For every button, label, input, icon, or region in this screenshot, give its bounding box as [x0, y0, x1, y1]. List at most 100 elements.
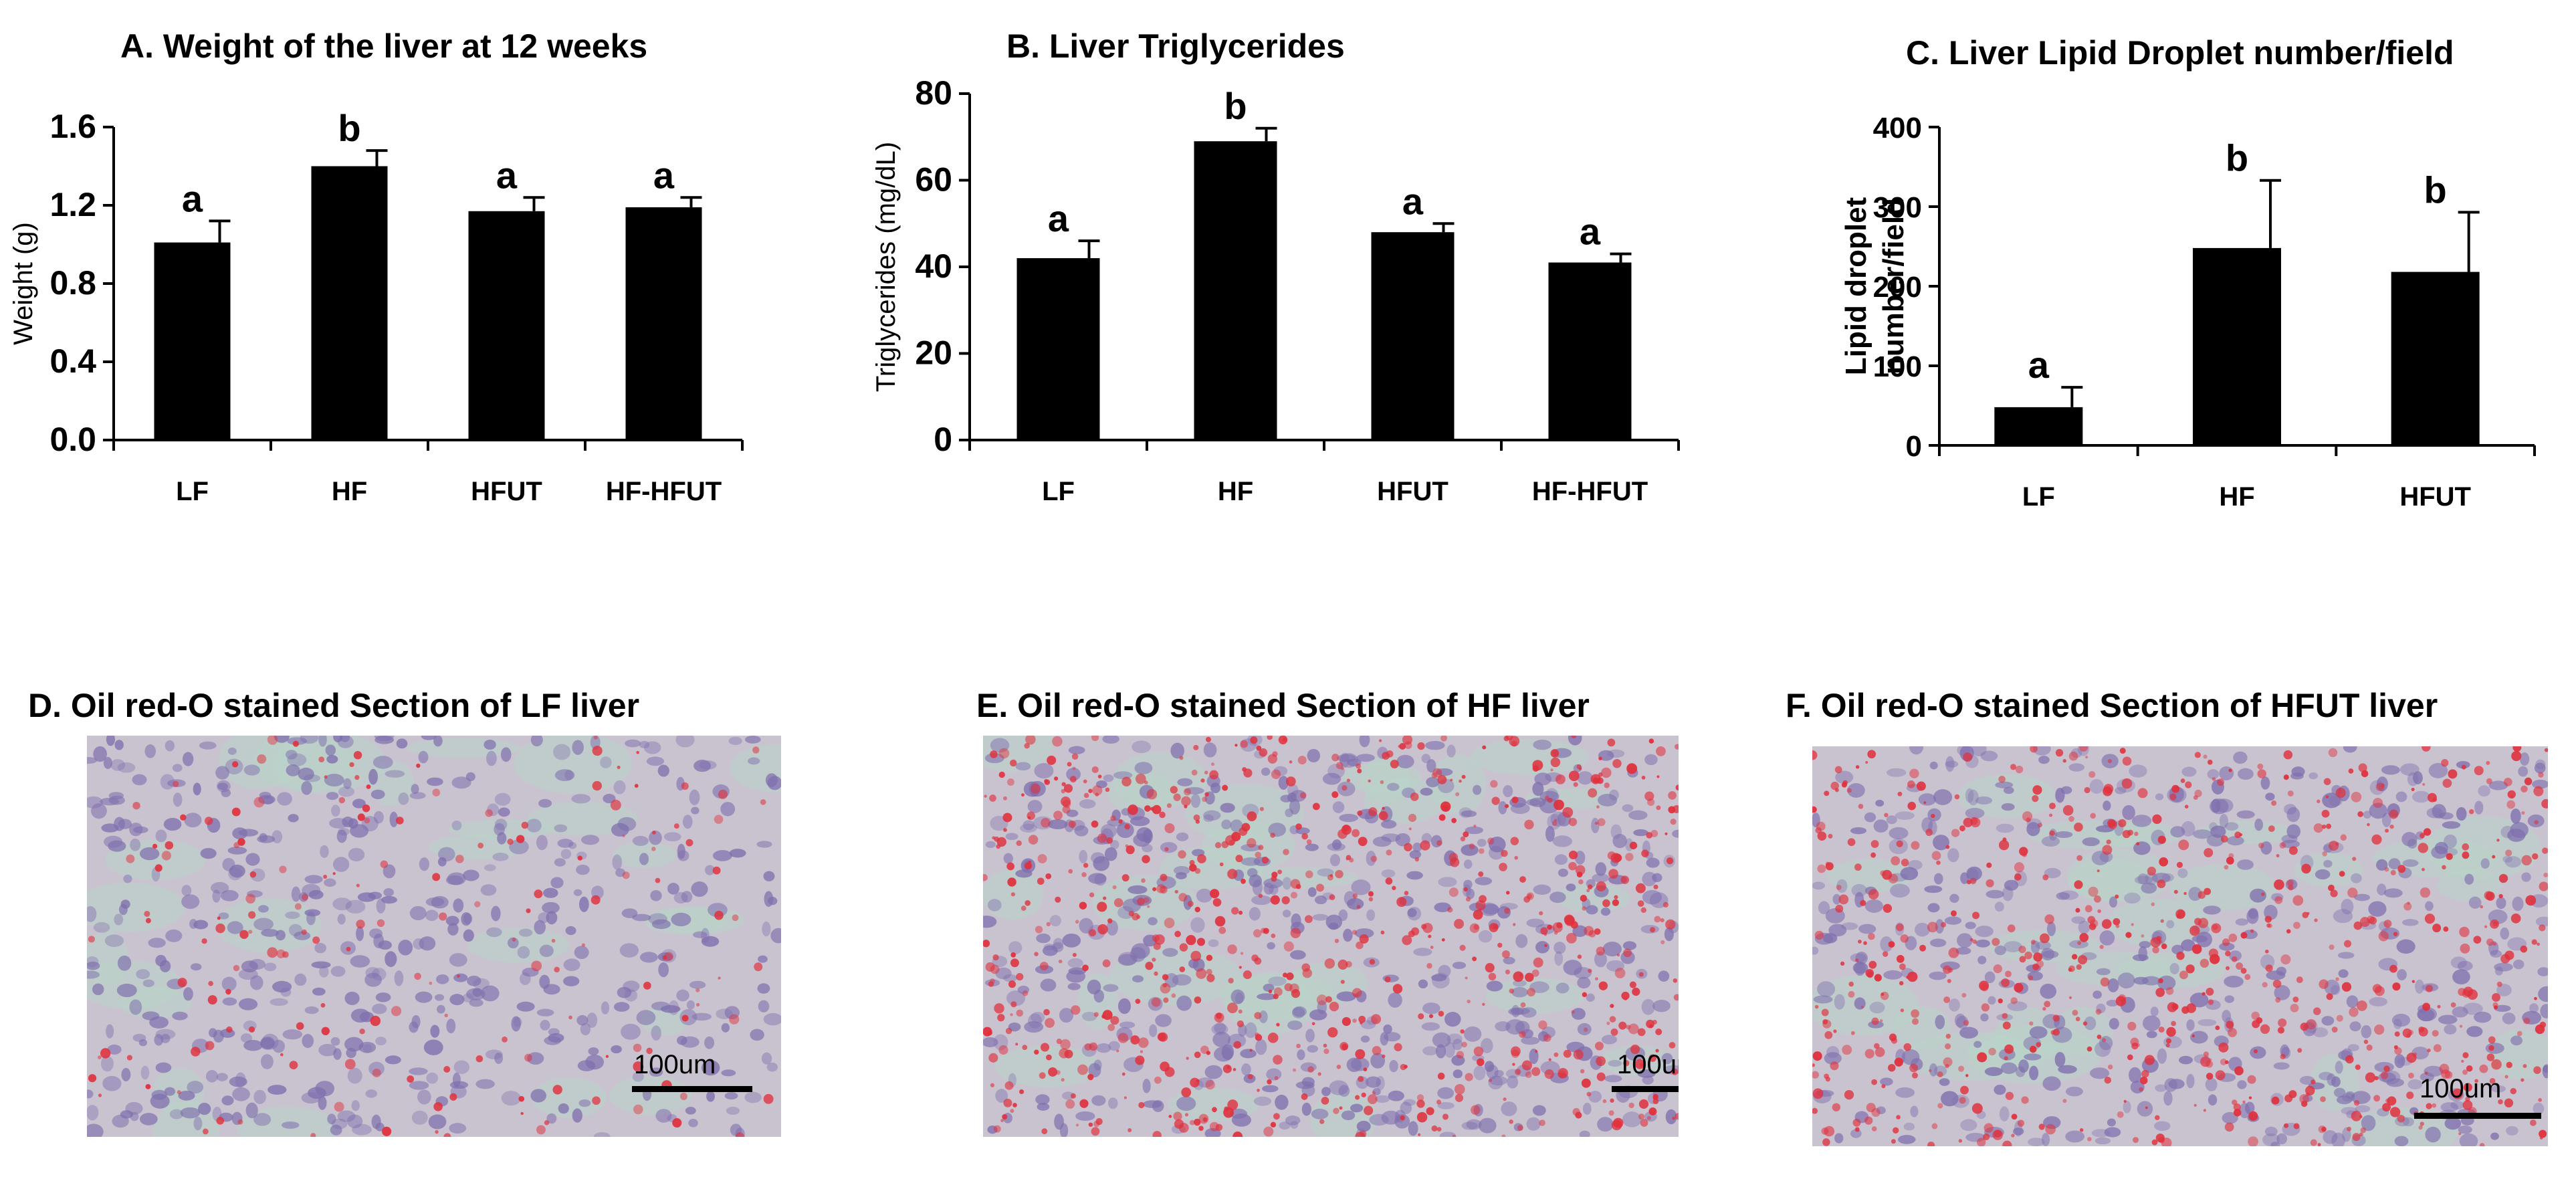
lipid-droplet — [1408, 827, 1412, 831]
sinusoid-patch — [1957, 774, 2056, 819]
nucleus — [1582, 1102, 1592, 1115]
lipid-droplet — [2019, 956, 2026, 963]
nucleus — [655, 1109, 672, 1123]
lipid-droplet — [1501, 849, 1508, 857]
lipid-droplet — [2380, 783, 2385, 788]
nucleus — [425, 909, 439, 922]
lipid-droplet — [2039, 933, 2050, 944]
chart-b-category-label: LF — [1042, 477, 1075, 506]
nucleus — [1339, 813, 1358, 823]
lipid-droplet — [1575, 865, 1586, 875]
nucleus — [2089, 778, 2104, 794]
lipid-droplet — [2155, 988, 2165, 997]
nucleus — [2163, 1091, 2173, 1106]
lipid-droplet — [1116, 1049, 1119, 1053]
lipid-droplet — [310, 1133, 316, 1137]
nucleus — [2533, 1102, 2545, 1115]
nucleus — [2407, 1079, 2423, 1090]
nucleus — [1854, 961, 1866, 976]
nucleus — [1994, 1084, 2006, 1095]
lipid-droplet — [2115, 894, 2119, 899]
lipid-droplet — [1660, 940, 1665, 945]
nucleus — [2170, 826, 2185, 838]
nucleus — [1437, 1101, 1455, 1109]
nucleus — [1539, 798, 1560, 814]
nucleus — [2224, 822, 2239, 831]
nucleus — [2518, 766, 2529, 777]
nucleus — [2510, 808, 2521, 824]
lipid-droplet — [1202, 796, 1208, 802]
nucleus — [2122, 805, 2135, 821]
sinusoid-patch — [2028, 820, 2162, 849]
nucleus — [2537, 967, 2548, 976]
lipid-droplet — [1012, 1103, 1017, 1107]
lipid-droplet — [622, 871, 630, 879]
nucleus — [1329, 854, 1341, 867]
nucleus — [693, 931, 708, 938]
nucleus — [1854, 997, 1866, 1010]
lipid-droplet — [2102, 845, 2113, 855]
lipid-droplet — [1606, 1021, 1610, 1025]
lipid-droplet — [1093, 1012, 1099, 1017]
lipid-droplet — [1900, 934, 1909, 943]
nucleus — [639, 853, 649, 865]
lipid-droplet — [1972, 912, 1980, 920]
lipid-droplet — [998, 748, 1010, 759]
lipid-droplet — [1455, 1093, 1464, 1102]
nucleus — [463, 869, 479, 881]
lipid-droplet — [2397, 1114, 2405, 1123]
nucleus — [685, 1107, 696, 1115]
nucleus — [650, 890, 662, 901]
lipid-droplet — [2461, 764, 2466, 770]
lipid-droplet — [1159, 811, 1166, 819]
lipid-droplet — [1463, 887, 1468, 892]
nucleus — [500, 747, 512, 762]
lipid-droplet — [1047, 755, 1057, 765]
nucleus — [1372, 1088, 1381, 1095]
chart-c-sig-letter: a — [2028, 344, 2050, 386]
lipid-droplet — [205, 1041, 215, 1051]
lipid-droplet — [1132, 912, 1140, 921]
nucleus — [1812, 881, 1826, 890]
nucleus — [1034, 763, 1054, 779]
sinusoid-patch — [1470, 738, 1589, 776]
lipid-droplet — [2383, 1065, 2390, 1072]
lipid-droplet — [1021, 793, 1025, 797]
nucleus — [2369, 802, 2387, 819]
lipid-droplet — [231, 807, 241, 817]
lipid-droplet — [1870, 840, 1879, 848]
lipid-droplet — [1644, 791, 1654, 801]
nucleus — [1240, 1049, 1257, 1059]
nucleus — [294, 973, 307, 986]
lipid-droplet — [1046, 1054, 1052, 1061]
lipid-droplet — [2024, 951, 2032, 960]
lipid-droplet — [714, 815, 724, 824]
nucleus — [332, 857, 350, 872]
nucleus — [102, 1075, 122, 1091]
nucleus — [1327, 843, 1346, 851]
nucleus — [1350, 1103, 1364, 1113]
lipid-droplet — [2141, 1069, 2149, 1078]
nucleus — [1360, 1035, 1370, 1043]
lipid-droplet — [1870, 852, 1876, 858]
lipid-droplet — [1519, 876, 1526, 883]
lipid-droplet — [1864, 1116, 1873, 1125]
lipid-droplet — [2028, 975, 2034, 981]
lipid-droplet — [1235, 744, 1238, 747]
lipid-droplet — [1193, 814, 1200, 821]
lipid-droplet — [1816, 821, 1826, 831]
nucleus — [181, 885, 192, 897]
nucleus — [1586, 993, 1595, 1002]
lipid-droplet — [985, 962, 995, 972]
nucleus — [396, 738, 408, 749]
lipid-droplet — [1925, 829, 1933, 837]
lipid-droplet — [1573, 1049, 1584, 1060]
lipid-droplet — [215, 923, 225, 934]
lipid-droplet — [1505, 804, 1509, 809]
lipid-droplet — [1183, 788, 1191, 796]
lipid-droplet — [1418, 1013, 1424, 1020]
nucleus — [1984, 1067, 2003, 1076]
nucleus — [2186, 1019, 2195, 1031]
lipid-droplet — [1089, 929, 1096, 937]
nucleus — [2002, 886, 2014, 901]
